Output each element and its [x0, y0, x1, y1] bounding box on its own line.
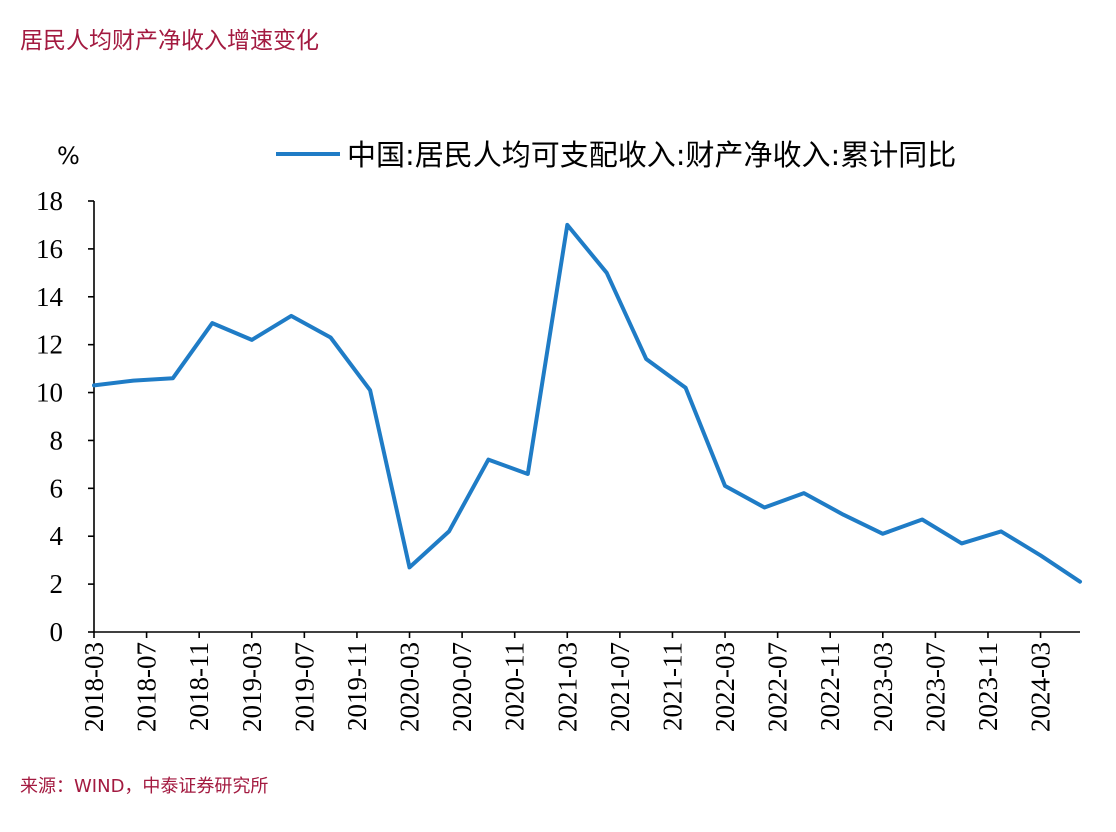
x-axis: 2018-03 2018-07 2018-11 2019-03 2019-07 2019-… [79, 631, 1080, 732]
x-tick-label: 2024-03 [1026, 642, 1056, 732]
y-tick-label: 10 [36, 378, 63, 408]
x-tick-label: 2023-11 [973, 642, 1003, 731]
y-tick-label: 8 [50, 425, 64, 455]
x-tick-label: 2022-07 [763, 642, 793, 732]
y-axis-unit-label: % [57, 142, 80, 170]
x-tick-label: 2020-07 [447, 642, 477, 732]
x-tick-label: 2018-07 [132, 642, 162, 732]
x-tick-label: 2021-07 [605, 642, 635, 732]
x-tick-label: 2018-03 [79, 642, 109, 732]
x-tick-label: 2022-03 [710, 642, 740, 732]
x-tick-label: 2020-11 [500, 642, 530, 731]
x-tick-label: 2019-11 [342, 642, 372, 731]
x-tick-label: 2018-11 [184, 642, 214, 731]
y-tick-label: 12 [36, 330, 63, 360]
y-tick-label: 6 [50, 473, 64, 503]
x-tick-label: 2023-03 [868, 642, 898, 732]
x-tick-label: 2019-03 [237, 642, 267, 732]
x-tick-label: 2023-07 [920, 642, 950, 732]
y-axis: 0 2 4 6 8 10 12 14 16 18 [36, 186, 95, 647]
page-title: 居民人均财产净收入增速变化 [20, 28, 319, 54]
x-tick-label: 2021-11 [657, 642, 687, 731]
y-tick-label: 18 [36, 186, 63, 216]
x-tick-label: 2021-03 [552, 642, 582, 732]
y-tick-label: 4 [50, 521, 64, 551]
x-tick-label: 2020-03 [395, 642, 425, 732]
y-tick-label: 14 [36, 282, 64, 312]
y-tick-label: 16 [36, 234, 63, 264]
source-note: 来源：WIND，中泰证券研究所 [20, 776, 269, 797]
series-layer [92, 222, 1082, 584]
x-tick-label: 2022-11 [815, 642, 845, 731]
series-line [92, 222, 1082, 584]
y-tick-label: 2 [50, 569, 64, 599]
legend-label: 中国:居民人均可支配收入:财产净收入:累计同比 [347, 138, 956, 172]
y-tick-label: 0 [50, 617, 64, 647]
x-tick-label: 2019-07 [289, 642, 319, 732]
